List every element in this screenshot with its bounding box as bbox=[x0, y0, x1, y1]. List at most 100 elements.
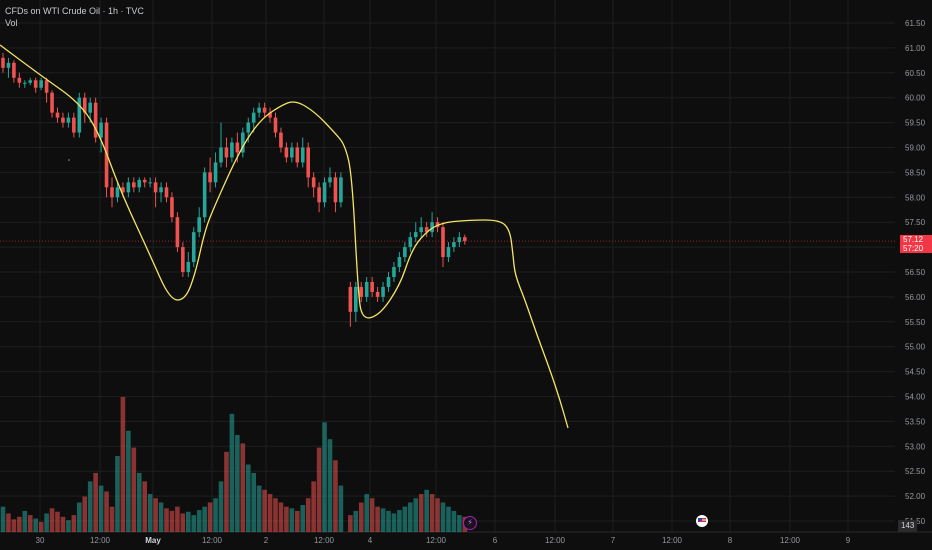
volume-bar bbox=[289, 508, 295, 532]
candle-body bbox=[268, 112, 272, 118]
volume-bar bbox=[429, 494, 435, 532]
candle-body bbox=[403, 247, 407, 258]
volume-bar bbox=[60, 516, 66, 532]
price-tick-label: 60.50 bbox=[905, 69, 926, 78]
candle-body bbox=[241, 132, 245, 153]
time-tick-label: 6 bbox=[493, 536, 498, 545]
volume-bar bbox=[251, 472, 256, 532]
candle-body bbox=[359, 286, 364, 297]
price-tick-label: 58.00 bbox=[905, 193, 926, 202]
candle-body bbox=[295, 147, 300, 163]
volume-bar bbox=[22, 510, 28, 532]
volume-bar bbox=[196, 510, 202, 532]
volume-bar bbox=[6, 513, 11, 532]
candle-body bbox=[219, 147, 223, 163]
price-tick-label: 58.50 bbox=[905, 168, 926, 177]
price-tick-label: 54.50 bbox=[905, 368, 926, 377]
candle-body bbox=[306, 147, 310, 178]
volume-bar bbox=[109, 506, 115, 532]
candle-body bbox=[257, 107, 261, 113]
volume-bar bbox=[278, 502, 284, 532]
time-tick-label: 12:00 bbox=[314, 536, 335, 545]
candle-body bbox=[290, 147, 294, 158]
volume-bar bbox=[333, 460, 338, 532]
candle-body bbox=[93, 102, 98, 138]
volume-bar bbox=[218, 481, 224, 532]
volume-bar bbox=[169, 510, 175, 532]
volume-bar bbox=[87, 481, 93, 532]
volume-bar bbox=[386, 510, 391, 532]
candle-body bbox=[66, 117, 71, 123]
volume-bar bbox=[300, 505, 306, 532]
candle-body bbox=[164, 187, 169, 198]
candle-body bbox=[88, 102, 92, 113]
volume-bar bbox=[311, 481, 316, 532]
candle-body bbox=[279, 132, 283, 148]
price-tick-label: 55.50 bbox=[905, 318, 926, 327]
volume-bar bbox=[175, 506, 180, 532]
candle-body bbox=[159, 187, 163, 193]
time-tick-label: 9 bbox=[846, 536, 851, 545]
candle-body bbox=[386, 276, 391, 287]
candle-body bbox=[28, 80, 33, 83]
candle-body bbox=[170, 197, 174, 218]
candle-body bbox=[300, 147, 305, 163]
volume-bar bbox=[316, 447, 322, 532]
candle-body bbox=[12, 62, 16, 78]
volume-bar bbox=[457, 515, 462, 532]
candle-body bbox=[348, 286, 353, 312]
volume-bar bbox=[98, 485, 104, 532]
candle-body bbox=[186, 262, 191, 272]
price-tick-label: 52.50 bbox=[905, 467, 926, 476]
candle-body bbox=[311, 177, 316, 188]
candle-body bbox=[44, 80, 49, 93]
price-tick-label: 53.00 bbox=[905, 442, 926, 451]
lightning-icon[interactable]: ⚡ bbox=[463, 516, 477, 530]
volume-bar bbox=[391, 513, 397, 532]
candle-body bbox=[72, 117, 76, 133]
candle-body bbox=[17, 77, 22, 83]
candle-body bbox=[33, 80, 38, 88]
candle-body bbox=[317, 187, 321, 203]
candle-body bbox=[126, 182, 131, 193]
candle-body bbox=[430, 222, 434, 233]
price-tick-label: 52.00 bbox=[905, 492, 926, 501]
volume-bar bbox=[66, 520, 71, 532]
volume-bar bbox=[435, 498, 440, 532]
chart-dot bbox=[68, 159, 70, 161]
candle-body bbox=[148, 182, 152, 184]
volume-bar bbox=[186, 511, 191, 532]
current-price-label: 57.12 57:20 bbox=[900, 235, 932, 253]
candle-body bbox=[452, 242, 456, 248]
volume-bar bbox=[235, 434, 240, 532]
candle-body bbox=[110, 187, 114, 198]
volume-bar bbox=[0, 506, 6, 532]
candle-body bbox=[408, 237, 413, 248]
time-tick-label: 7 bbox=[611, 536, 616, 545]
candle-body bbox=[115, 187, 120, 198]
candle-body bbox=[364, 281, 369, 297]
candle-body bbox=[463, 237, 467, 242]
price-tick-label: 61.50 bbox=[905, 19, 926, 28]
price-tick-label: 56.00 bbox=[905, 293, 926, 302]
volume-bar bbox=[446, 506, 451, 532]
us-flag-icon[interactable] bbox=[696, 515, 708, 527]
candle-body bbox=[202, 172, 207, 218]
volume-bar bbox=[295, 510, 300, 532]
volume-bar bbox=[267, 494, 273, 532]
candle-body bbox=[322, 182, 327, 203]
volume-bar bbox=[115, 456, 120, 532]
time-tick-label: 12:00 bbox=[426, 536, 447, 545]
candle-body bbox=[446, 247, 451, 258]
candle-body bbox=[1, 57, 5, 68]
volume-bar bbox=[245, 464, 251, 532]
candle-body bbox=[328, 177, 332, 183]
price-tick-label: 61.00 bbox=[905, 44, 926, 53]
price-tick-label: 60.00 bbox=[905, 94, 926, 103]
price-tick-label: 55.00 bbox=[905, 343, 926, 352]
candle-body bbox=[333, 177, 338, 203]
candle-body bbox=[251, 112, 256, 123]
candle-body bbox=[246, 122, 251, 133]
volume-bar bbox=[413, 498, 419, 532]
